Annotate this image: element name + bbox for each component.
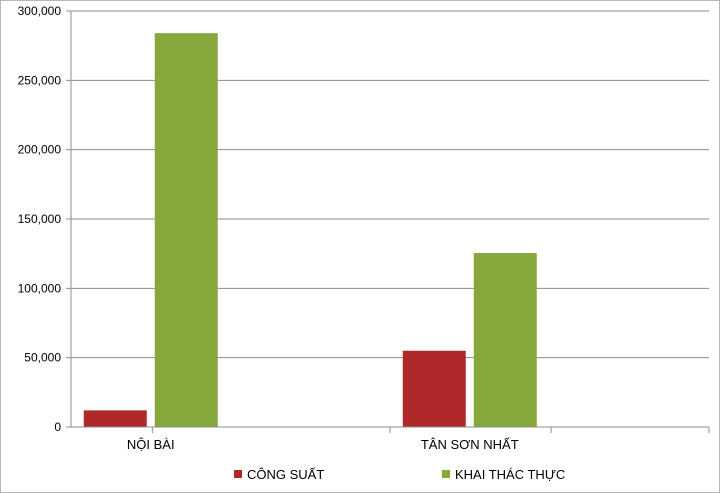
legend: CÔNG SUẤT KHAI THÁC THỰC	[234, 467, 565, 482]
bars	[83, 33, 537, 427]
x-category-label: NỘI BÀI	[127, 437, 175, 452]
x-axis-labels: NỘI BÀI TÂN SƠN NHẤT	[127, 437, 519, 452]
legend-swatch-cong-suat	[234, 470, 242, 478]
y-tick-label: 0	[54, 420, 61, 434]
y-tick-label: 300,000	[18, 4, 62, 18]
legend-label-khai-thac-thuc: KHAI THÁC THỰC	[455, 467, 565, 482]
y-axis-ticks: 0 50,000 100,000 150,000 200,000 250,000 300,0…	[18, 4, 71, 434]
legend-label-cong-suat: CÔNG SUẤT	[247, 467, 324, 482]
x-category-label: TÂN SƠN NHẤT	[421, 437, 519, 452]
y-tick-label: 50,000	[24, 351, 61, 365]
bar-khai-thac-thuc-0	[154, 33, 218, 427]
bar-khai-thac-thuc-1	[473, 252, 537, 427]
y-tick-label: 150,000	[18, 212, 62, 226]
y-tick-label: 200,000	[18, 143, 62, 157]
bar-cong-suat-0	[83, 410, 147, 427]
axes	[70, 11, 710, 433]
bar-cong-suat-1	[402, 350, 466, 427]
y-tick-label: 250,000	[18, 73, 62, 87]
legend-swatch-khai-thac-thuc	[442, 470, 450, 478]
y-tick-label: 100,000	[18, 281, 62, 295]
